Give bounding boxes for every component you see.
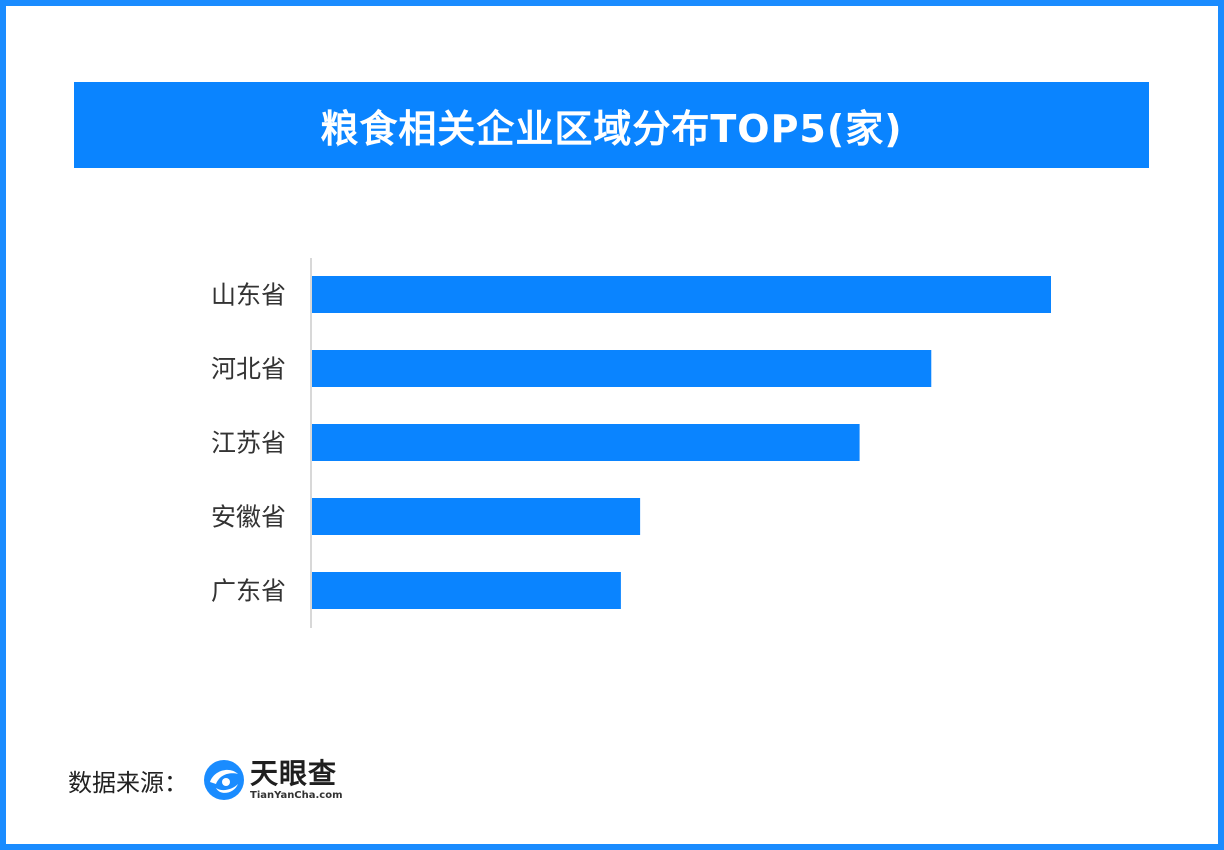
category-label-1: 山东省 (211, 281, 286, 310)
bar-4 (312, 498, 641, 535)
bar-1 (312, 276, 1051, 313)
tianyancha-logo-icon (204, 760, 244, 800)
category-label-2: 河北省 (211, 355, 286, 384)
bar-5 (312, 572, 621, 609)
bar-3 (312, 424, 860, 461)
tianyancha-logo: 天眼查 TianYanCha.com (202, 758, 343, 802)
category-label-5: 广东省 (211, 577, 286, 606)
bars-group (312, 276, 1051, 609)
logo-chinese-text: 天眼查 (250, 756, 338, 790)
data-source: 数据来源： 天眼查 TianYanCha.com (68, 758, 343, 802)
category-label-4: 安徽省 (211, 503, 286, 532)
category-label-3: 江苏省 (211, 429, 286, 458)
bar-2 (312, 350, 932, 387)
chart-title: 粮食相关企业区域分布TOP5(家) (320, 106, 903, 151)
logo-english-text: TianYanCha.com (250, 789, 343, 801)
source-label: 数据来源： (68, 768, 188, 797)
title-banner: 粮食相关企业区域分布TOP5(家) (74, 82, 1149, 168)
